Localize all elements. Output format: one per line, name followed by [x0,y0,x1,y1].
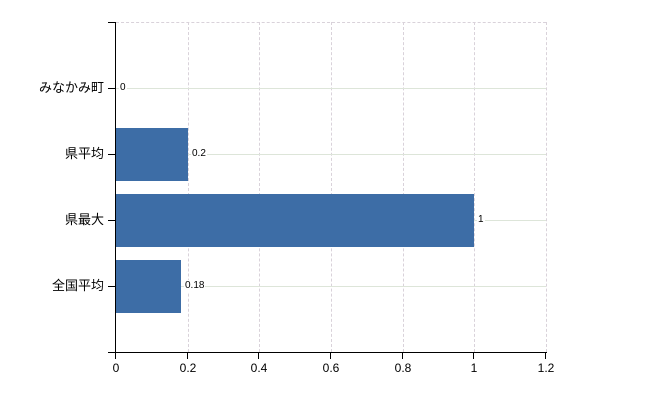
y-axis-tick [108,88,115,89]
category-label: みなかみ町 [38,80,104,95]
y-axis-tick [108,220,115,221]
vertical-gridline [331,22,332,352]
vertical-gridline [546,22,547,352]
x-axis-tick-label: 0.8 [394,361,412,375]
bar-value-label: 0.2 [191,148,207,160]
horizontal-gridline [116,154,546,155]
horizontal-gridline [116,88,546,89]
horizontal-gridline [116,286,546,287]
vertical-gridline [188,22,189,352]
x-axis-tick-label: 0.4 [250,361,268,375]
x-axis-tick-label: 0.2 [179,361,197,375]
x-axis-tick-label: 0.6 [322,361,340,375]
x-axis-tick [473,353,474,359]
vertical-gridline [403,22,404,352]
bar-value-label: 0.18 [184,280,206,292]
x-axis-tick-label: 0 [112,361,120,375]
vertical-gridline [474,22,475,352]
bar [116,194,474,247]
x-axis-tick [330,353,331,359]
y-axis-line [115,22,116,353]
bar [116,260,181,313]
x-axis-tick [187,353,188,359]
category-label: 全国平均 [51,278,104,293]
x-axis-tick-label: 1.2 [537,361,555,375]
x-axis-line [108,352,547,353]
x-axis-tick [115,353,116,359]
bar [116,128,188,181]
bar-value-label: 1 [477,214,485,226]
bar-value-label: 0 [119,82,127,94]
vertical-gridline [259,22,260,352]
category-label: 県最大 [64,212,104,227]
y-axis-tick [108,154,115,155]
category-label: 県平均 [64,146,104,161]
y-axis-tick [108,286,115,287]
x-axis-tick-label: 1 [470,361,478,375]
y-axis-top-tick [108,22,115,23]
x-axis-tick [545,353,546,359]
x-axis-tick [402,353,403,359]
x-axis-tick [258,353,259,359]
